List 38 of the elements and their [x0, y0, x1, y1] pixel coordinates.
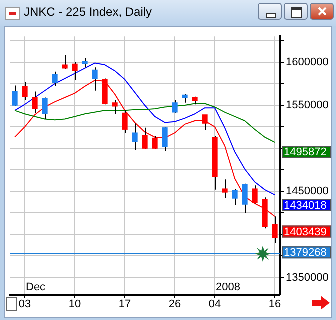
candlestick: [112, 100, 118, 115]
x-tick-label: 03: [18, 298, 32, 311]
text: 1403439: [284, 226, 327, 238]
candlestick: [242, 183, 248, 214]
candlestick: [142, 127, 148, 150]
candlestick: [92, 67, 98, 92]
candlestick: [132, 123, 138, 151]
candlestick: [162, 126, 168, 152]
candlestick: [232, 188, 238, 206]
text: 1434018: [284, 200, 327, 212]
y-tick-label: 1550000: [286, 100, 329, 112]
candlestick: [122, 110, 128, 134]
x-tick-label: 10: [68, 298, 82, 311]
candlestick: [12, 85, 18, 107]
ref-line-label: 1379268: [284, 247, 327, 260]
candlestick: [82, 58, 88, 68]
chart-title: JNKC - 225 Index, Daily: [24, 5, 152, 19]
candlestick: [202, 114, 208, 131]
candlestick: [72, 62, 78, 82]
candlestick: [42, 97, 48, 120]
candlestick: [52, 71, 58, 88]
y-tick-label: 1450000: [286, 186, 329, 198]
candlestick: [62, 55, 68, 70]
y-tick-label: 1600000: [286, 56, 329, 68]
candlestick: [252, 185, 258, 204]
x-tick-label: 16: [268, 298, 282, 311]
y-tick-label: 1350000: [286, 272, 329, 284]
x-tick-label: 04: [208, 298, 222, 311]
candlestick: [172, 100, 178, 114]
x-tick-label: 17: [118, 298, 132, 311]
candlestick: [22, 82, 28, 101]
candlestick: [32, 91, 38, 114]
x-tick-label: 26: [168, 298, 182, 311]
annotation: Dec: [26, 282, 46, 294]
candlestick: [222, 179, 228, 200]
text: 1495872: [284, 146, 327, 159]
candlestick: [152, 136, 158, 150]
annotation: 2008: [216, 282, 240, 294]
